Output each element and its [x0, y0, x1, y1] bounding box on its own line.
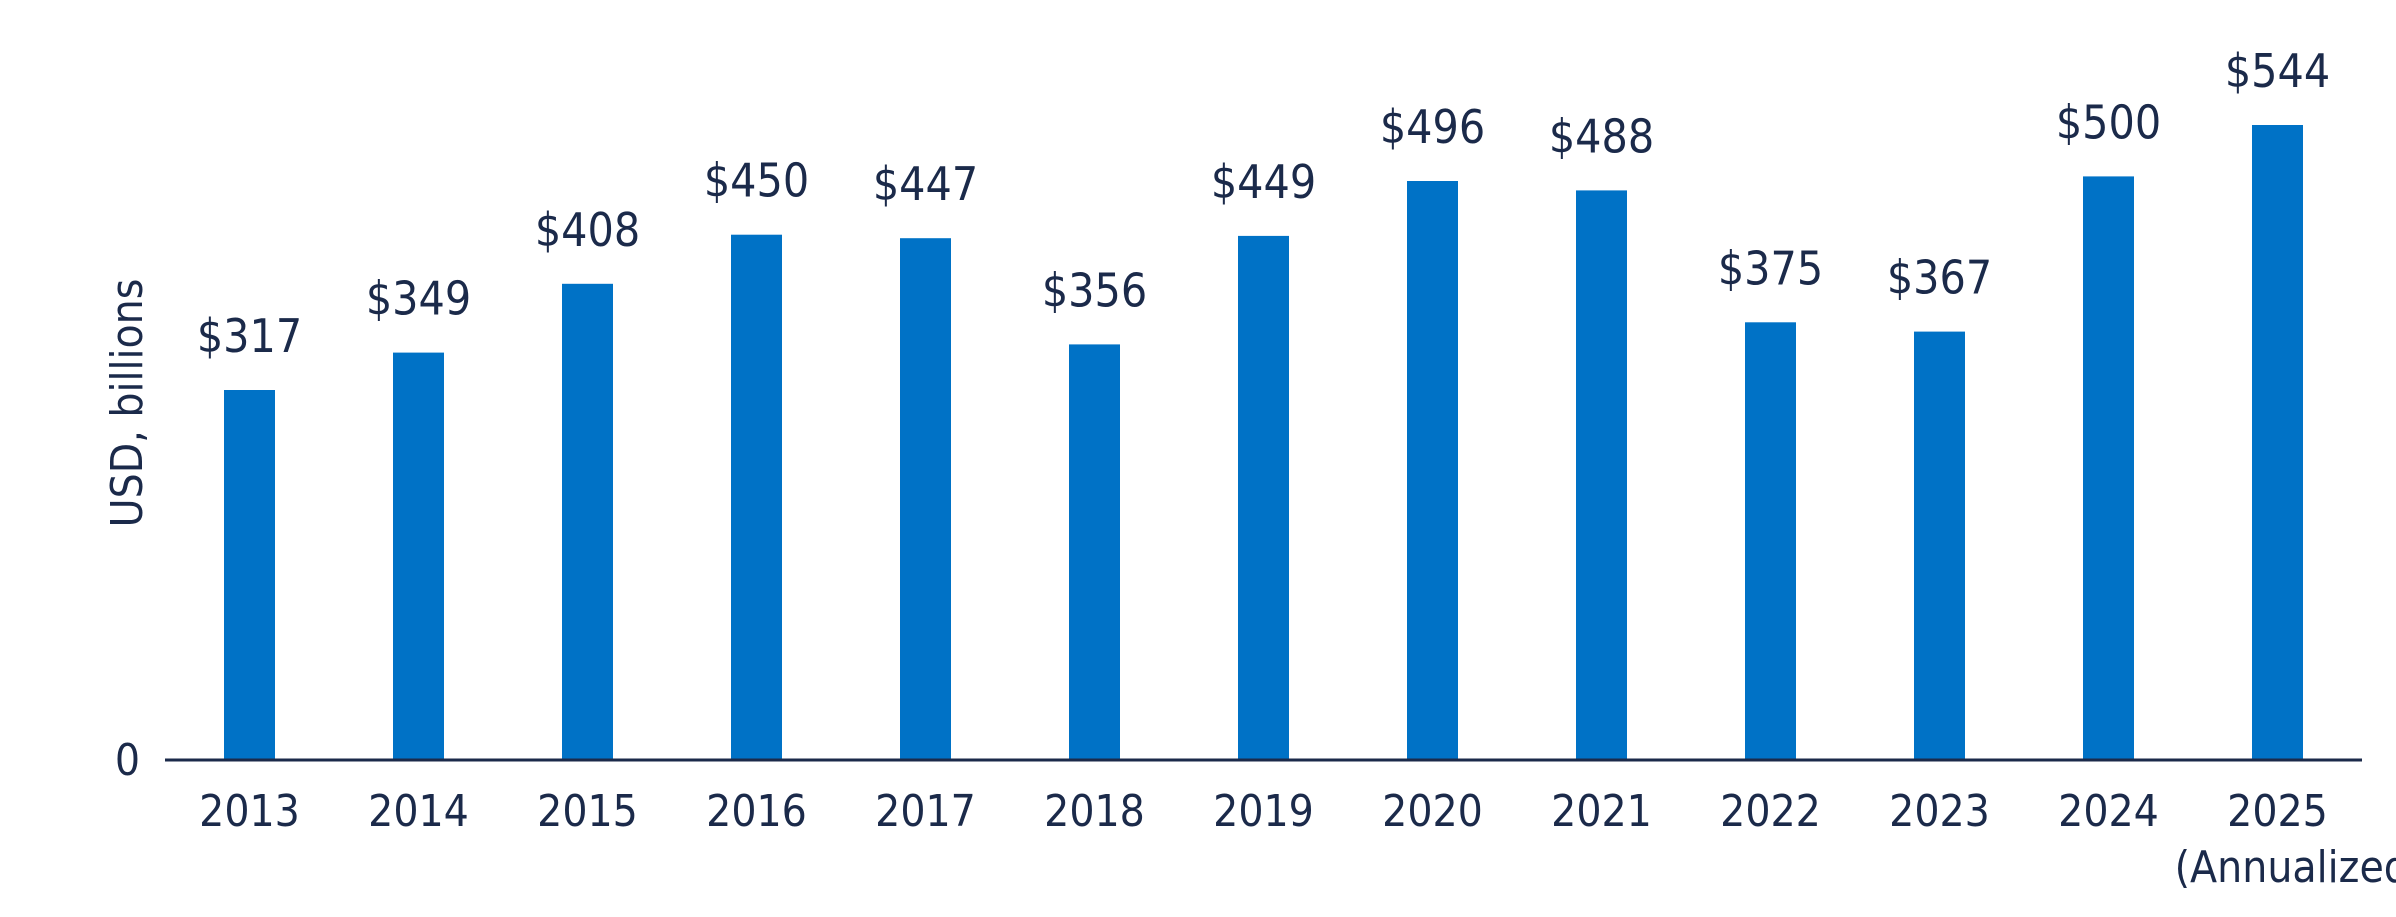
bar-2019 [1238, 235, 1289, 760]
data-label-2022: $375 [1718, 241, 1823, 295]
y-axis-title: USD, billions [102, 279, 153, 528]
bar-2014 [393, 352, 444, 760]
x-axis-tick-label-2019: 2019 [1213, 786, 1314, 837]
data-label-2018: $356 [1042, 263, 1147, 317]
x-axis-tick-label-2014: 2014 [368, 786, 469, 837]
x-axis-tick-label-2024: 2024 [2058, 786, 2159, 837]
x-axis-tick-label-2016: 2016 [706, 786, 807, 837]
y-axis-tick-label: 0 [115, 735, 140, 786]
bar-2013 [224, 390, 275, 760]
x-axis-tick-sublabel-2025: (Annualized) [2175, 842, 2396, 893]
data-label-2024: $500 [2056, 95, 2161, 149]
x-axis-tick-label-2025: 2025 [2227, 786, 2328, 837]
data-label-2015: $408 [535, 203, 640, 257]
bar-2015 [562, 283, 613, 761]
data-label-2021: $488 [1549, 109, 1654, 163]
x-axis-tick-label-2023: 2023 [1889, 786, 1990, 837]
bar-2022 [1745, 322, 1796, 760]
data-label-2013: $317 [197, 309, 302, 363]
bar-2024 [2083, 176, 2134, 760]
bar-2016 [731, 234, 782, 760]
data-label-2020: $496 [1380, 100, 1485, 154]
x-axis-tick-label-2018: 2018 [1044, 786, 1145, 837]
data-label-2016: $450 [704, 154, 809, 208]
data-labels-group: $317 $349 $408 $450 $447 $356 $449 $496 $488 $375… [197, 44, 2330, 363]
bar-2020 [1407, 181, 1458, 760]
bar-2023 [1914, 331, 1965, 760]
bar-2017 [900, 238, 951, 760]
x-axis-tick-label-2022: 2022 [1720, 786, 1821, 837]
bars-group [224, 125, 2303, 761]
x-axis-tick-label-2013: 2013 [199, 786, 300, 837]
x-axis-tick-label-2015: 2015 [537, 786, 638, 837]
data-label-2014: $349 [366, 272, 471, 326]
bar-2021 [1576, 190, 1627, 760]
data-label-2019: $449 [1211, 155, 1316, 209]
x-axis-tick-label-2021: 2021 [1551, 786, 1652, 837]
bar-2025 [2252, 125, 2303, 760]
data-label-2017: $447 [873, 157, 978, 211]
x-axis-tick-label-2020: 2020 [1382, 786, 1483, 837]
bar-2018 [1069, 344, 1120, 760]
x-axis-tick-labels: 2013 2014 2015 2016 2017 2018 2019 2020 2021 2022… [199, 786, 2396, 893]
x-axis-tick-label-2017: 2017 [875, 786, 976, 837]
data-label-2023: $367 [1887, 251, 1992, 305]
data-label-2025: $544 [2225, 44, 2330, 98]
